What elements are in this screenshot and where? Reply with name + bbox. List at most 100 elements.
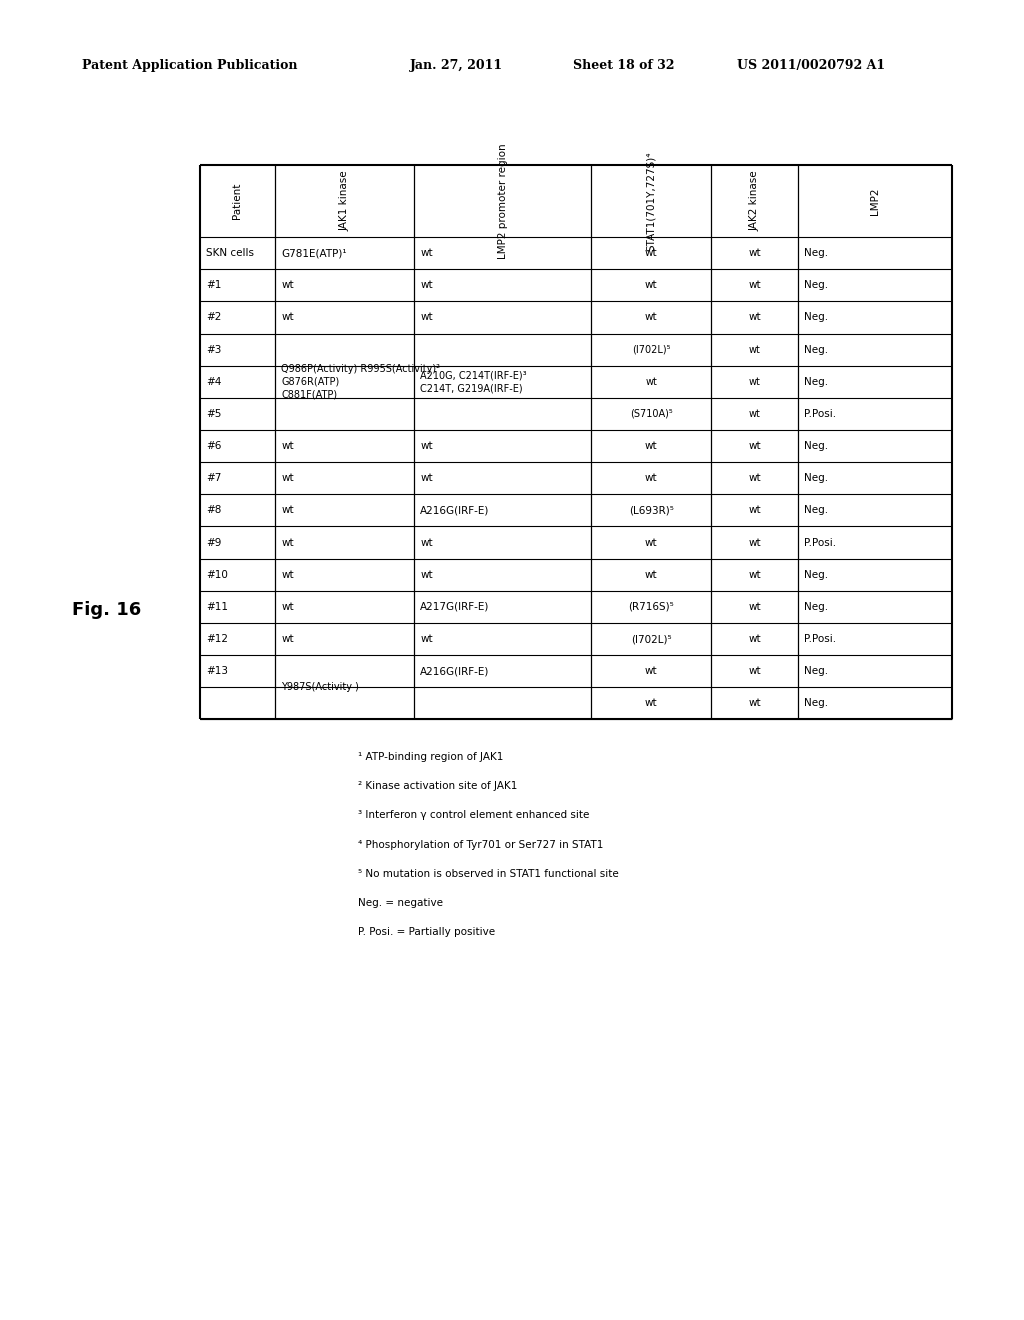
Text: wt: wt — [749, 248, 761, 259]
Text: ³ Interferon γ control element enhanced site: ³ Interferon γ control element enhanced … — [358, 810, 590, 821]
Text: wt: wt — [645, 698, 657, 709]
Text: P.Posi.: P.Posi. — [804, 634, 837, 644]
Text: A210G, C214T(IRF-E)³
C214T, G219A(IRF-E): A210G, C214T(IRF-E)³ C214T, G219A(IRF-E) — [420, 370, 527, 393]
Text: wt: wt — [749, 602, 761, 612]
Text: #3: #3 — [206, 345, 221, 355]
Text: Neg.: Neg. — [804, 280, 828, 290]
Text: wt: wt — [749, 506, 761, 515]
Text: wt: wt — [281, 474, 294, 483]
Text: wt: wt — [749, 345, 761, 355]
Text: Jan. 27, 2011: Jan. 27, 2011 — [410, 59, 503, 73]
Text: wt: wt — [420, 634, 433, 644]
Text: wt: wt — [749, 280, 761, 290]
Text: wt: wt — [420, 280, 433, 290]
Text: wt: wt — [749, 409, 761, 418]
Text: Neg.: Neg. — [804, 667, 828, 676]
Text: wt: wt — [645, 280, 657, 290]
Text: Neg.: Neg. — [804, 570, 828, 579]
Text: wt: wt — [281, 506, 294, 515]
Text: Fig. 16: Fig. 16 — [72, 601, 141, 619]
Text: wt: wt — [645, 248, 657, 259]
Text: Neg. = negative: Neg. = negative — [358, 898, 443, 908]
Text: #11: #11 — [206, 602, 227, 612]
Text: JAK1 kinase: JAK1 kinase — [340, 170, 349, 231]
Text: G781E(ATP)¹: G781E(ATP)¹ — [281, 248, 347, 259]
Text: #7: #7 — [206, 474, 221, 483]
Text: wt: wt — [281, 537, 294, 548]
Text: ¹ ATP-binding region of JAK1: ¹ ATP-binding region of JAK1 — [358, 752, 504, 763]
Text: A217G(IRF-E): A217G(IRF-E) — [420, 602, 489, 612]
Text: Patient: Patient — [232, 183, 243, 219]
Text: wt: wt — [420, 570, 433, 579]
Text: wt: wt — [420, 248, 433, 259]
Text: Neg.: Neg. — [804, 602, 828, 612]
Text: Neg.: Neg. — [804, 376, 828, 387]
Text: Neg.: Neg. — [804, 698, 828, 709]
Text: Neg.: Neg. — [804, 441, 828, 451]
Text: wt: wt — [645, 376, 657, 387]
Text: wt: wt — [281, 570, 294, 579]
Text: (I702L)⁵: (I702L)⁵ — [631, 634, 672, 644]
Text: (R716S)⁵: (R716S)⁵ — [629, 602, 674, 612]
Text: wt: wt — [281, 441, 294, 451]
Text: P. Posi. = Partially positive: P. Posi. = Partially positive — [358, 927, 496, 937]
Text: #5: #5 — [206, 409, 221, 418]
Text: Neg.: Neg. — [804, 345, 828, 355]
Text: #1: #1 — [206, 280, 221, 290]
Text: Neg.: Neg. — [804, 506, 828, 515]
Text: Neg.: Neg. — [804, 248, 828, 259]
Text: wt: wt — [420, 474, 433, 483]
Text: Q986P(Activity) R995S(Activity)²
G876R(ATP)
C881F(ATP): Q986P(Activity) R995S(Activity)² G876R(A… — [281, 363, 440, 400]
Text: Sheet 18 of 32: Sheet 18 of 32 — [573, 59, 675, 73]
Text: #13: #13 — [206, 667, 227, 676]
Text: wt: wt — [749, 537, 761, 548]
Text: A216G(IRF-E): A216G(IRF-E) — [420, 506, 489, 515]
Text: (L693R)⁵: (L693R)⁵ — [629, 506, 674, 515]
Text: Patent Application Publication: Patent Application Publication — [82, 59, 297, 73]
Text: (S710A)⁵: (S710A)⁵ — [630, 409, 673, 418]
Text: wt: wt — [645, 537, 657, 548]
Text: ⁴ Phosphorylation of Tyr701 or Ser727 in STAT1: ⁴ Phosphorylation of Tyr701 or Ser727 in… — [358, 840, 604, 850]
Text: LMP2: LMP2 — [870, 187, 881, 215]
Text: wt: wt — [281, 313, 294, 322]
Text: #10: #10 — [206, 570, 227, 579]
Text: wt: wt — [749, 441, 761, 451]
Text: wt: wt — [645, 441, 657, 451]
Text: wt: wt — [281, 634, 294, 644]
Text: Neg.: Neg. — [804, 313, 828, 322]
Text: #4: #4 — [206, 376, 221, 387]
Text: wt: wt — [749, 570, 761, 579]
Text: wt: wt — [749, 313, 761, 322]
Text: Neg.: Neg. — [804, 474, 828, 483]
Text: #2: #2 — [206, 313, 221, 322]
Text: P.Posi.: P.Posi. — [804, 537, 837, 548]
Text: LMP2 promoter region: LMP2 promoter region — [498, 144, 508, 259]
Text: wt: wt — [749, 376, 761, 387]
Text: wt: wt — [749, 634, 761, 644]
Text: wt: wt — [420, 313, 433, 322]
Text: JAK2 kinase: JAK2 kinase — [750, 170, 760, 231]
Text: wt: wt — [749, 474, 761, 483]
Text: (I702L)⁵: (I702L)⁵ — [632, 345, 671, 355]
Text: ² Kinase activation site of JAK1: ² Kinase activation site of JAK1 — [358, 781, 518, 792]
Text: wt: wt — [645, 313, 657, 322]
Text: wt: wt — [645, 474, 657, 483]
Text: P.Posi.: P.Posi. — [804, 409, 837, 418]
Text: wt: wt — [281, 602, 294, 612]
Text: US 2011/0020792 A1: US 2011/0020792 A1 — [737, 59, 886, 73]
Text: ⁵ No mutation is observed in STAT1 functional site: ⁵ No mutation is observed in STAT1 funct… — [358, 869, 620, 879]
Text: wt: wt — [749, 698, 761, 709]
Text: wt: wt — [281, 280, 294, 290]
Text: A216G(IRF-E): A216G(IRF-E) — [420, 667, 489, 676]
Text: #8: #8 — [206, 506, 221, 515]
Text: Y987S(Activity ): Y987S(Activity ) — [281, 682, 359, 692]
Text: wt: wt — [420, 537, 433, 548]
Text: wt: wt — [645, 570, 657, 579]
Text: wt: wt — [420, 441, 433, 451]
Text: #9: #9 — [206, 537, 221, 548]
Text: #6: #6 — [206, 441, 221, 451]
Text: SKN cells: SKN cells — [206, 248, 254, 259]
Text: STAT1(701Y,727S)⁴: STAT1(701Y,727S)⁴ — [646, 152, 656, 251]
Text: wt: wt — [645, 667, 657, 676]
Text: #12: #12 — [206, 634, 227, 644]
